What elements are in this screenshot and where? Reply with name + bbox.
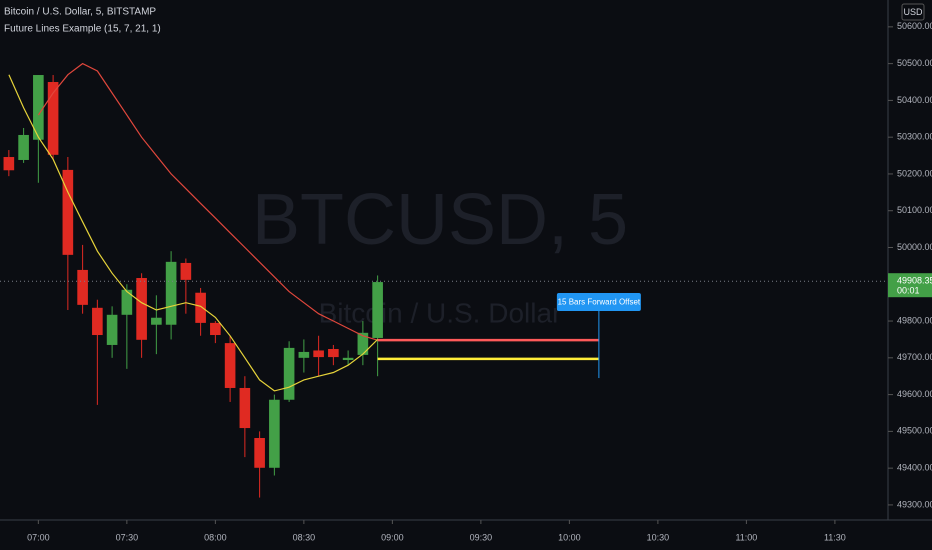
y-tick-label: 49700.00 bbox=[897, 352, 932, 362]
x-tick-label: 09:30 bbox=[470, 532, 493, 542]
candle-body bbox=[92, 307, 103, 336]
candle-body bbox=[77, 269, 88, 305]
y-tick-label: 50100.00 bbox=[897, 205, 932, 215]
candle-body bbox=[165, 261, 177, 325]
y-tick-label: 50500.00 bbox=[897, 58, 932, 68]
x-tick-label: 07:30 bbox=[116, 532, 139, 542]
indicator-title: Future Lines Example (15, 7, 21, 1) bbox=[4, 24, 161, 35]
candle-body bbox=[269, 399, 280, 468]
currency-label[interactable]: USD bbox=[903, 7, 923, 17]
candle-body bbox=[298, 351, 310, 358]
y-tick-label: 50300.00 bbox=[897, 132, 932, 142]
candle-body bbox=[195, 292, 206, 323]
chart-title: Bitcoin / U.S. Dollar, 5, BITSTAMP bbox=[4, 7, 156, 18]
x-tick-label: 10:00 bbox=[558, 532, 581, 542]
y-tick-label: 49400.00 bbox=[897, 463, 932, 473]
y-tick-label: 50600.00 bbox=[897, 21, 932, 31]
candle-body bbox=[254, 437, 265, 468]
candle-body bbox=[62, 169, 74, 255]
y-tick-label: 50200.00 bbox=[897, 168, 932, 178]
moving-average-line bbox=[37, 62, 378, 341]
candle-body bbox=[328, 348, 339, 358]
candle-body bbox=[106, 314, 118, 345]
last-price-label: 49908.35 bbox=[897, 276, 932, 286]
x-tick-label: 10:30 bbox=[647, 532, 670, 542]
candle-body bbox=[33, 75, 44, 140]
candle-body bbox=[121, 289, 133, 315]
y-tick-label: 49800.00 bbox=[897, 315, 932, 325]
candle-body bbox=[18, 134, 29, 160]
watermark-description: Bitcoin / U.S. Dollar bbox=[319, 297, 562, 328]
candle-body bbox=[151, 317, 162, 325]
y-tick-label: 50000.00 bbox=[897, 242, 932, 252]
countdown-label: 00:01 bbox=[897, 286, 920, 296]
x-tick-label: 08:30 bbox=[293, 532, 316, 542]
currency-button[interactable] bbox=[901, 3, 925, 21]
candle-body bbox=[210, 322, 221, 336]
x-tick-label: 08:00 bbox=[204, 532, 227, 542]
moving-average-line bbox=[8, 74, 379, 392]
y-tick-label: 49500.00 bbox=[897, 426, 932, 436]
candle-body bbox=[136, 278, 147, 340]
candle-body bbox=[47, 82, 59, 155]
candle-body bbox=[239, 387, 251, 429]
watermark-symbol: BTCUSD, 5 bbox=[252, 180, 628, 260]
annotation-box bbox=[556, 293, 641, 311]
last-price-tag bbox=[888, 273, 932, 298]
y-tick-label: 50400.00 bbox=[897, 95, 932, 105]
annotation-text: 15 Bars Forward Offset bbox=[558, 298, 641, 307]
x-tick-label: 09:00 bbox=[381, 532, 404, 542]
candle-body bbox=[342, 357, 354, 361]
x-tick-label: 11:00 bbox=[735, 532, 757, 542]
y-tick-label: 49300.00 bbox=[897, 499, 932, 509]
candle-body bbox=[283, 347, 295, 400]
x-tick-label: 11:30 bbox=[824, 532, 846, 542]
candle-body bbox=[3, 157, 15, 171]
candle-body bbox=[372, 282, 383, 338]
candle-body bbox=[357, 332, 369, 355]
candle-body bbox=[224, 343, 236, 388]
candle-body bbox=[180, 262, 192, 280]
candle-body bbox=[313, 350, 324, 358]
y-tick-label: 49600.00 bbox=[897, 389, 932, 399]
x-tick-label: 07:00 bbox=[27, 532, 50, 542]
